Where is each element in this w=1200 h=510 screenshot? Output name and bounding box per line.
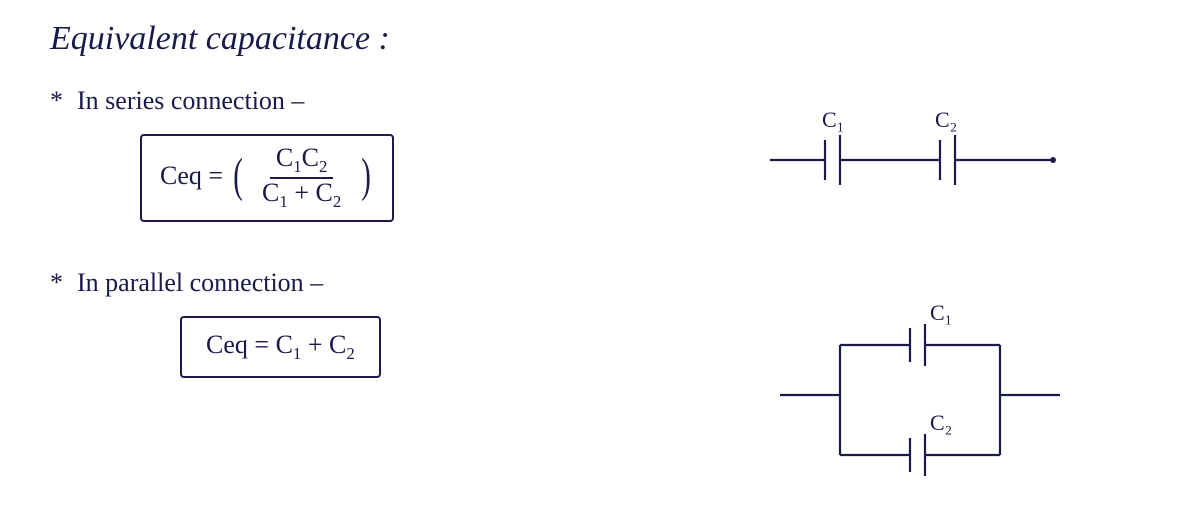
- series-circuit-icon: C₁ C₂: [770, 105, 1080, 195]
- series-lhs: Ceq: [160, 161, 202, 190]
- p-c2: C: [329, 330, 346, 359]
- p-c2-sub: 2: [346, 344, 354, 363]
- parallel-lhs: Ceq: [206, 330, 248, 359]
- star-icon: *: [50, 268, 63, 298]
- series-diag-c2-label: C₂: [935, 107, 957, 132]
- series-circuit-diagram: C₁ C₂: [770, 105, 1080, 195]
- page: Equivalent capacitance : * In series con…: [0, 0, 1200, 510]
- num-c2: C: [302, 143, 319, 172]
- parallel-circuit-diagram: C₁ C₂: [780, 300, 1080, 490]
- paren-right-icon: ): [361, 152, 371, 200]
- p-c1: C: [276, 330, 293, 359]
- star-icon: *: [50, 86, 63, 116]
- parallel-heading: In parallel connection –: [77, 268, 323, 298]
- p-plus: +: [308, 330, 323, 359]
- series-fraction: C1C2 C1 + C2: [256, 144, 347, 212]
- series-heading: In series connection –: [77, 86, 304, 116]
- num-c1: C: [276, 143, 293, 172]
- page-title: Equivalent capacitance :: [50, 20, 1150, 58]
- den-plus: +: [294, 178, 309, 207]
- series-diag-c1-label: C₁: [822, 107, 844, 132]
- parallel-circuit-icon: C₁ C₂: [780, 300, 1080, 490]
- parallel-formula-box: Ceq = C1 + C2: [180, 316, 381, 378]
- paren-left-icon: (: [233, 152, 243, 200]
- parallel-diag-c1-label: C₁: [930, 300, 952, 325]
- den-c1: C: [262, 178, 279, 207]
- series-denominator: C1 + C2: [256, 179, 347, 212]
- num-c1-sub: 1: [293, 157, 301, 176]
- series-numerator: C1C2: [270, 144, 334, 179]
- den-c2: C: [316, 178, 333, 207]
- series-formula-box: Ceq = ( C1C2 C1 + C2 ): [140, 134, 394, 222]
- parallel-heading-line: * In parallel connection –: [50, 268, 1150, 298]
- p-c1-sub: 1: [293, 344, 301, 363]
- equals-sign: =: [208, 161, 223, 190]
- den-c1-sub: 1: [279, 192, 287, 211]
- parallel-diag-c2-label: C₂: [930, 410, 952, 435]
- equals-sign: =: [254, 330, 269, 359]
- den-c2-sub: 2: [333, 192, 341, 211]
- num-c2-sub: 2: [319, 157, 327, 176]
